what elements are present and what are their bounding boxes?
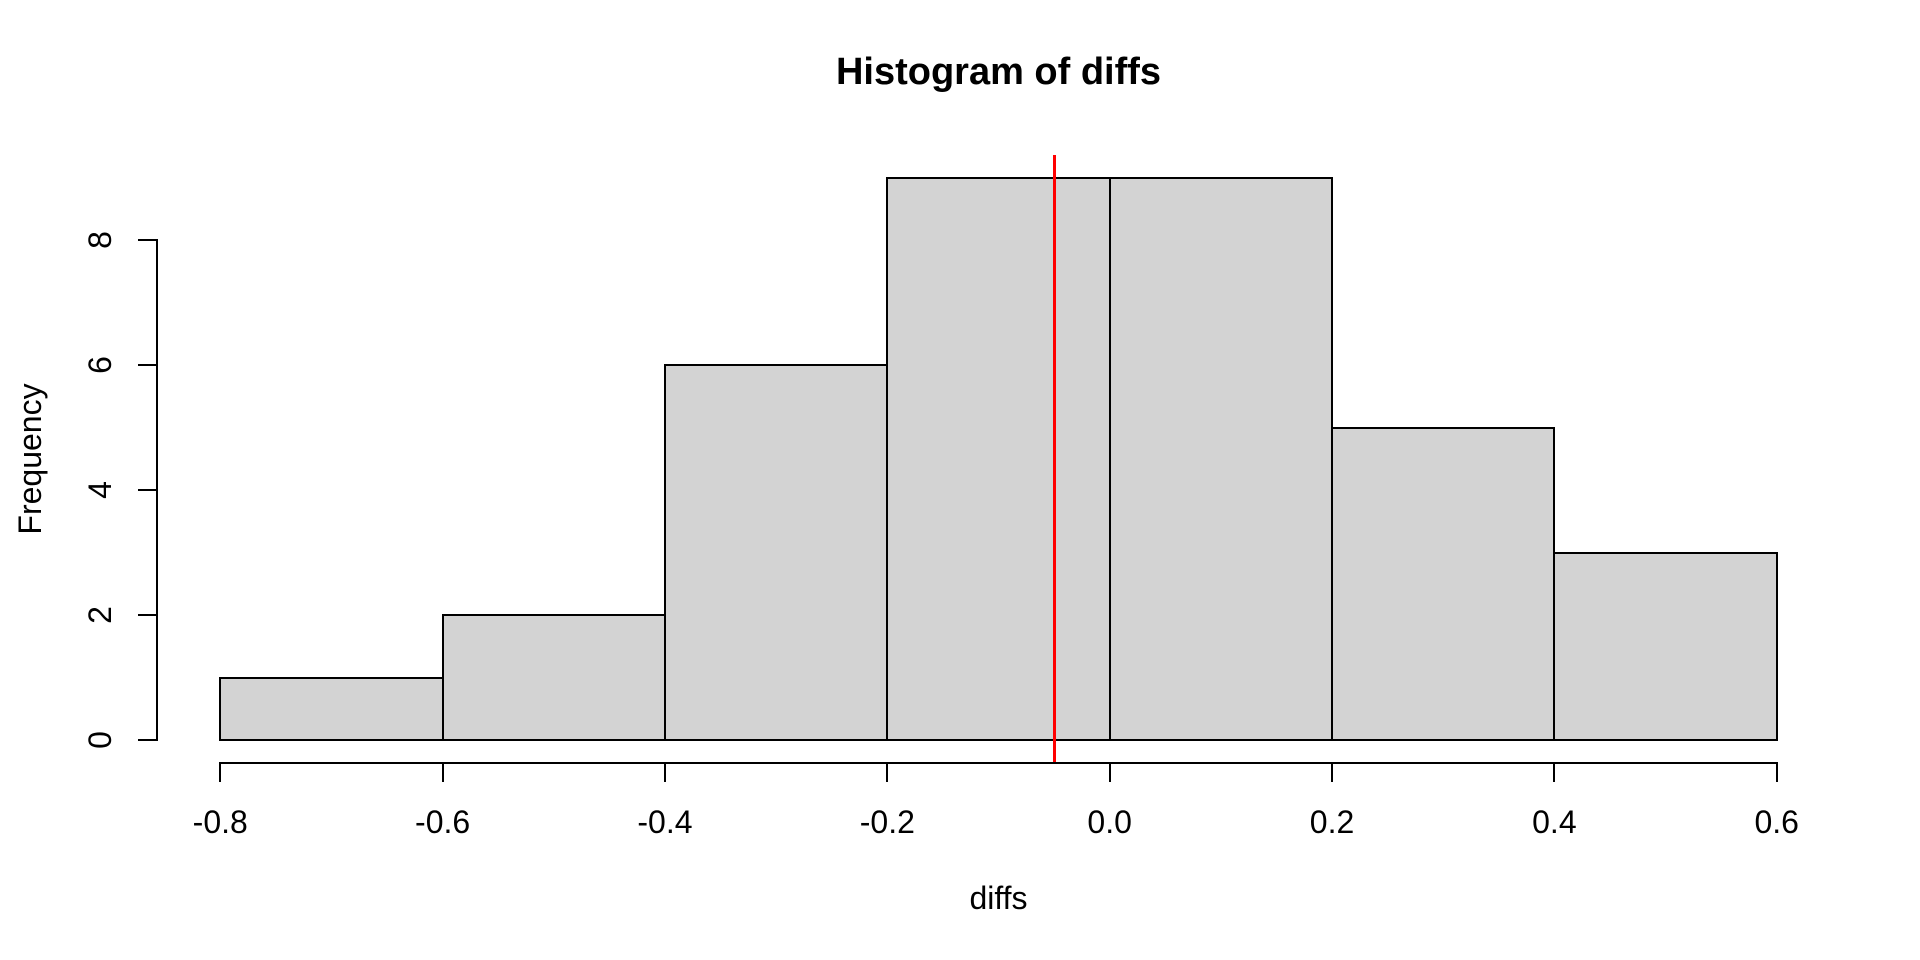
y-tick-label: 2 [82,606,118,625]
x-tick [886,763,889,782]
x-axis-title: diffs [969,880,1028,916]
histogram-bar [886,176,1111,742]
x-tick [1108,763,1111,782]
x-tick [219,763,222,782]
y-tick [138,364,157,367]
histogram-bar [1331,426,1556,742]
x-tick [663,763,666,782]
x-tick-label: -0.4 [637,804,693,840]
x-tick [1331,763,1334,782]
x-tick [1775,763,1778,782]
y-tick [138,739,157,742]
x-tick-label: -0.8 [192,804,248,840]
x-tick-label: 0.2 [1309,804,1355,840]
x-tick-label: -0.2 [859,804,915,840]
x-tick-label: 0.0 [1087,804,1132,840]
y-tick-label: 6 [82,356,118,375]
x-tick-label: 0.6 [1754,804,1799,840]
x-axis-line [219,762,1778,764]
y-tick [138,489,157,492]
y-tick-label: 0 [82,731,118,750]
y-tick [138,239,157,242]
histogram-bar [441,614,666,742]
y-tick [138,614,157,617]
y-axis-line [156,239,158,742]
histogram-bar [1108,176,1334,742]
y-axis-title: Frequency [12,383,48,535]
histogram-bar [1553,551,1778,742]
vertical-reference-line [1052,155,1056,763]
y-tick-label: 8 [82,231,118,249]
x-tick-label: -0.6 [415,804,471,840]
x-tick [441,763,444,782]
y-tick-label: 4 [82,481,118,500]
x-tick-label: 0.4 [1532,804,1577,840]
histogram-bar [219,676,444,742]
x-tick [1553,763,1556,782]
chart-title: Histogram of diffs [835,51,1162,93]
histogram-bar [663,364,889,742]
